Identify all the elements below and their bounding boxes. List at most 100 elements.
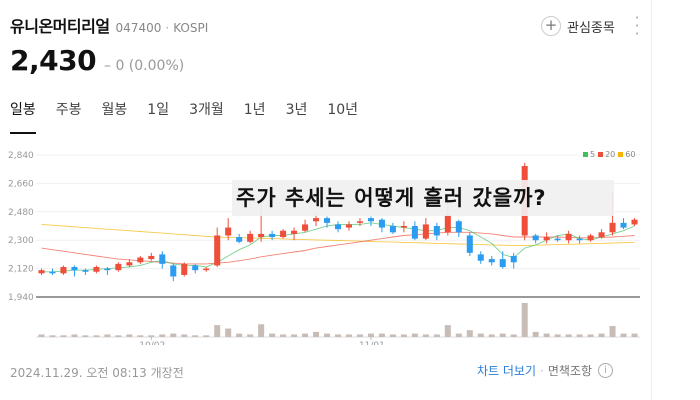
volume-bar: [159, 334, 166, 337]
tab-2[interactable]: 월봉: [101, 102, 128, 118]
volume-bar: [269, 333, 276, 337]
separator-dot: ·: [165, 21, 170, 35]
candle-body: [345, 224, 353, 228]
candle-body: [389, 226, 396, 233]
volume-bar: [444, 325, 451, 337]
candle-body: [510, 255, 517, 263]
x-tick-label: 10/02: [139, 341, 165, 345]
candle-body: [302, 224, 309, 231]
candle-body: [214, 235, 221, 266]
tab-3[interactable]: 1일: [147, 102, 170, 118]
chart-more-link[interactable]: 차트 더보기: [477, 364, 537, 378]
volume-bar: [148, 335, 155, 337]
info-icon[interactable]: i: [598, 363, 614, 378]
disclaimer-link[interactable]: 면책조항: [547, 364, 593, 378]
volume-bar: [247, 334, 254, 337]
candle-body: [170, 265, 177, 277]
candle-body: [433, 226, 440, 236]
volume-bar: [181, 334, 188, 337]
y-tick-label: 2,480: [8, 208, 34, 218]
volume-bar: [137, 335, 144, 337]
volume-bar: [609, 325, 616, 337]
volume-bar: [510, 334, 517, 337]
add-favorite-button[interactable]: + 관심종목: [541, 16, 615, 36]
legend-item: 5: [583, 150, 595, 159]
volume-bar: [356, 334, 363, 337]
volume-bar: [521, 303, 528, 337]
candle-body: [587, 235, 594, 241]
y-tick-label: 2,120: [8, 265, 34, 275]
timestamp: 2024.11.29. 오전 08:13 개장전: [10, 366, 184, 380]
volume-bar: [104, 334, 111, 337]
legend-label: 20: [605, 150, 616, 159]
candle-body: [38, 270, 45, 274]
candle-body: [444, 214, 451, 233]
candle-body: [49, 271, 56, 274]
candlestick-chart: 2,840 2,660 2,480 2,300 2,120 1,940 10/02 11/01: [8, 151, 640, 345]
change-arrow: –: [104, 58, 116, 74]
volume-bar: [620, 333, 627, 337]
y-tick-label: 2,840: [8, 151, 34, 161]
stock-code: 047400: [115, 21, 162, 35]
divider: [651, 0, 652, 400]
volume-bar: [499, 333, 506, 337]
volume-bar: [214, 325, 221, 337]
moving-average-legend: 5 20 60: [580, 150, 635, 159]
volume-bar: [488, 334, 495, 337]
volume-bar: [543, 333, 550, 337]
ma20-line: [41, 231, 635, 265]
volume-bar: [280, 334, 287, 337]
volume-bar: [631, 333, 638, 337]
volume-bar: [192, 335, 199, 337]
candle-body: [236, 237, 243, 242]
tab-0[interactable]: 일봉: [0, 98, 46, 134]
volume-bar: [433, 334, 440, 337]
candle-body: [411, 226, 418, 239]
tab-6[interactable]: 3년: [285, 102, 308, 118]
tab-4[interactable]: 3개월: [189, 102, 224, 118]
candle-body: [609, 222, 616, 233]
volume-bar: [291, 334, 298, 337]
volume-bar: [93, 335, 100, 337]
volume-bar: [313, 331, 320, 337]
candle-body: [60, 267, 67, 274]
legend-label: 60: [625, 150, 636, 159]
volume-bar: [38, 334, 45, 337]
volume-bar: [466, 330, 473, 337]
favorite-label: 관심종목: [567, 20, 615, 36]
candle-body: [620, 222, 627, 228]
candle-body: [104, 268, 111, 271]
volume-bar: [236, 333, 243, 337]
volume-bar: [400, 334, 407, 337]
volume-bar: [323, 333, 331, 337]
candle-body: [543, 237, 550, 241]
volume-bar: [60, 335, 67, 337]
candle-body: [115, 263, 122, 271]
candle-body: [532, 235, 539, 241]
candle-body: [313, 218, 320, 222]
candle-body: [598, 232, 605, 238]
candle-body: [159, 254, 166, 264]
volume-bar: [82, 335, 89, 337]
volume-bar: [225, 328, 232, 337]
candle-body: [93, 267, 100, 272]
y-tick-label: 1,940: [8, 293, 34, 303]
tab-1[interactable]: 주봉: [55, 102, 82, 118]
x-tick-label: 11/01: [359, 341, 385, 345]
candle-body: [323, 218, 331, 223]
volume-bar: [126, 334, 133, 337]
legend-swatch: [618, 152, 624, 157]
tab-5[interactable]: 1년: [243, 102, 266, 118]
price-change: – 0 (0.00%): [104, 58, 184, 74]
more-vertical-icon[interactable]: · · ·: [634, 8, 640, 43]
candle-body: [225, 227, 232, 236]
volume-bar: [422, 334, 429, 337]
volume-bar: [411, 333, 418, 337]
candle-body: [247, 233, 254, 242]
candle-body: [455, 221, 462, 233]
tab-7[interactable]: 10년: [327, 102, 359, 118]
candle-body: [269, 233, 276, 238]
legend-swatch: [598, 152, 604, 157]
candle-body: [82, 270, 89, 272]
stock-header: 유니온머티리얼 047400 · KOSPI: [10, 13, 208, 37]
